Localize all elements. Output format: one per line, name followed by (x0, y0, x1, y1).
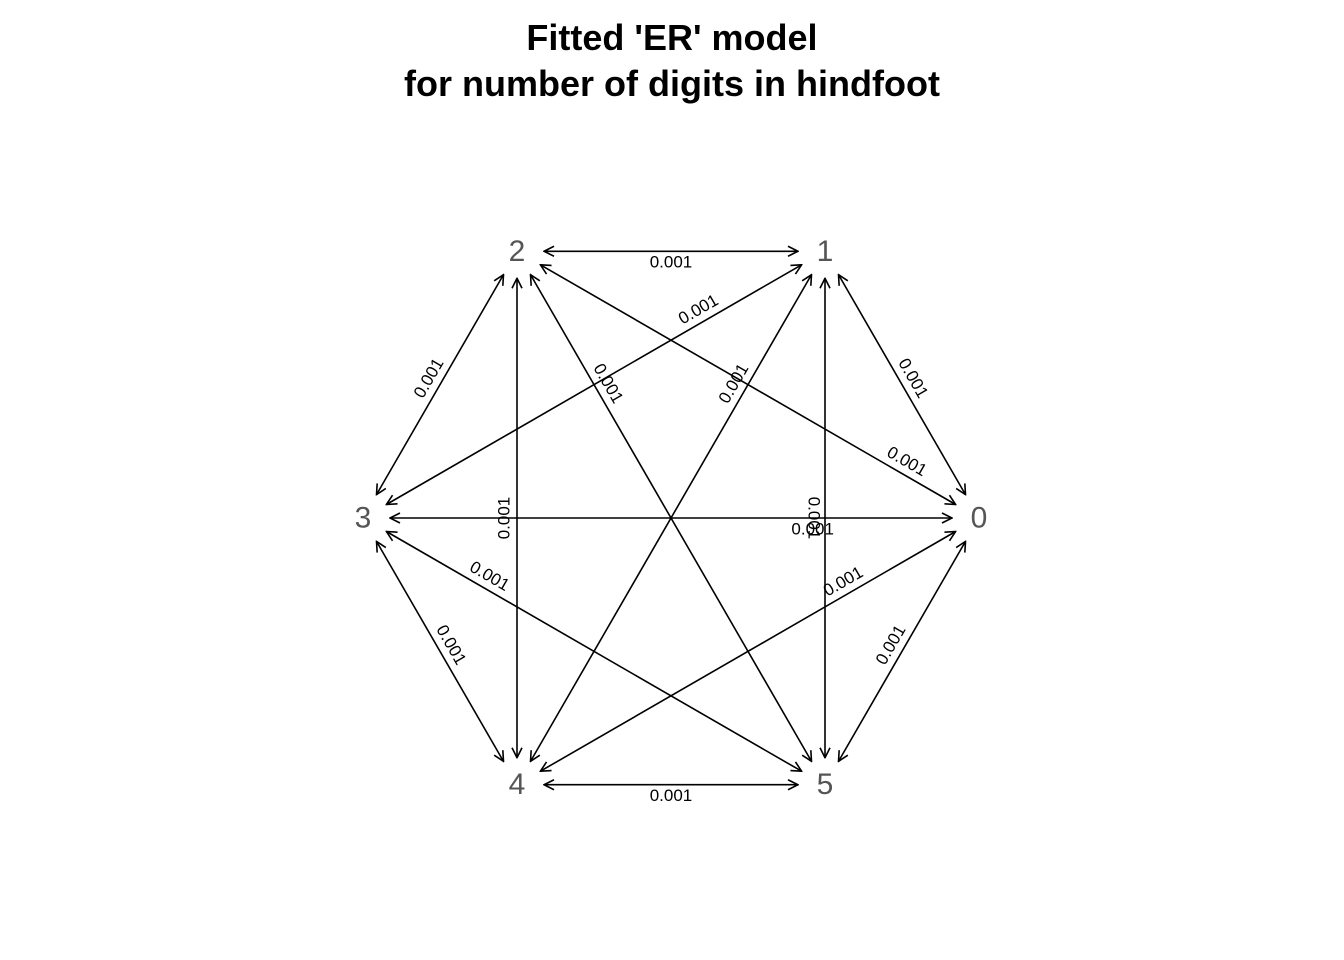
edge-3-4 (377, 541, 504, 761)
edge-0-5 (839, 541, 966, 761)
edge-2-3 (377, 275, 504, 495)
edge-label-3-4: 0.001 (432, 622, 470, 668)
edge-label-0-4: 0.001 (820, 563, 866, 601)
edge-label-4-5: 0.001 (650, 786, 693, 805)
node-2: 2 (509, 235, 526, 268)
edge-label-2-3: 0.001 (410, 355, 448, 401)
edge-label-3-5: 0.001 (466, 557, 512, 595)
edge-label-3-0: 0.001 (791, 519, 834, 538)
node-3: 3 (355, 502, 372, 535)
edge-label-0-5: 0.001 (872, 622, 910, 668)
node-4: 4 (509, 768, 526, 801)
diagram-title-line-1: Fitted 'ER' model (526, 17, 818, 58)
edge-label-2-0: 0.001 (884, 443, 930, 481)
edge-label-1-3: 0.001 (675, 290, 721, 328)
node-0: 0 (971, 502, 988, 535)
edge-label-1-0: 0.001 (894, 355, 932, 401)
edge-2-0 (540, 265, 955, 505)
diagram-title-line-2: for number of digits in hindfoot (404, 63, 940, 104)
node-5: 5 (817, 768, 834, 801)
nodes-layer: 0 1 2 3 4 5 (355, 235, 988, 801)
node-1: 1 (817, 235, 834, 268)
edge-label-2-1: 0.001 (650, 253, 693, 272)
